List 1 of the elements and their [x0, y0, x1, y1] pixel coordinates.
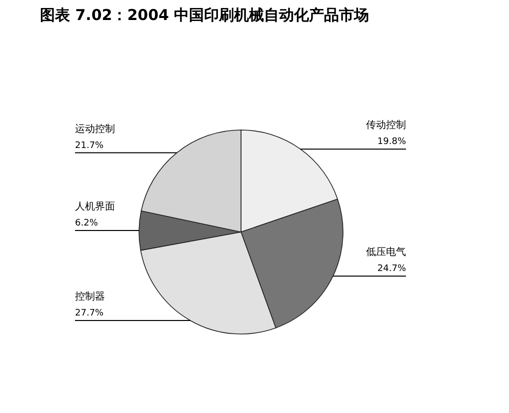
title: 图表 7.02：2004 中国印刷机械自动化产品市场 — [40, 6, 370, 24]
